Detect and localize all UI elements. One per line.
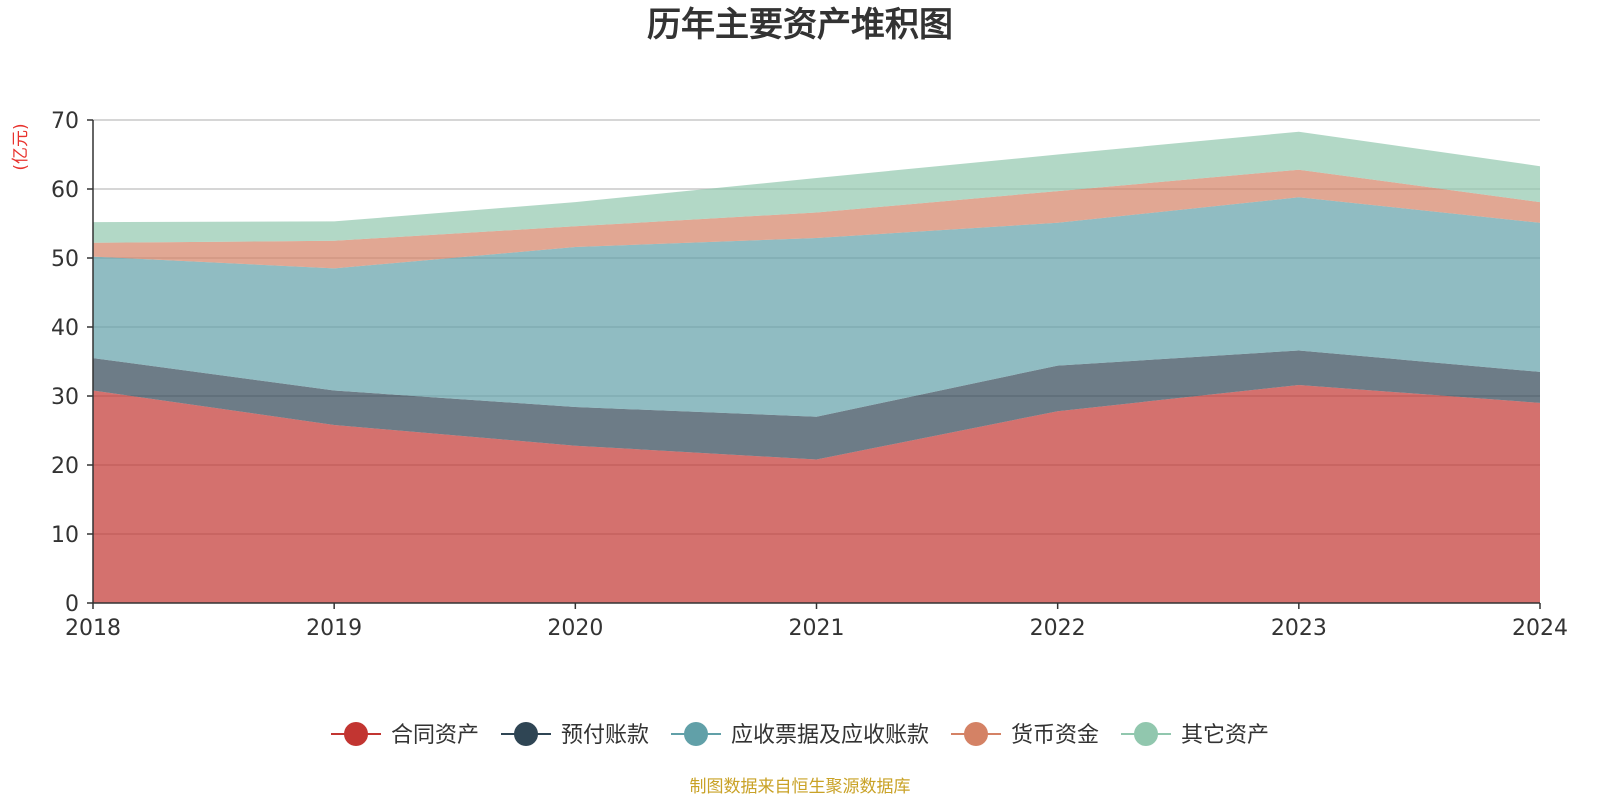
legend-marker-2 — [684, 722, 708, 746]
y-unit-label: (亿元) — [11, 123, 31, 170]
area-series-2 — [93, 197, 1540, 417]
legend-label-2: 应收票据及应收账款 — [731, 723, 929, 748]
y-tick-label-70: 70 — [51, 109, 79, 134]
area-series-3 — [93, 169, 1540, 269]
y-tick-label-50: 50 — [51, 247, 79, 272]
x-tick-label-2020: 2020 — [547, 616, 603, 641]
x-tick-label-2018: 2018 — [65, 616, 121, 641]
legend-item-1: 预付账款 — [501, 722, 649, 748]
area-series-1 — [93, 350, 1540, 460]
legend-label-1: 预付账款 — [561, 723, 649, 748]
legend-item-3: 货币资金 — [951, 722, 1099, 748]
legend-marker-0 — [344, 722, 368, 746]
legend: 合同资产 预付账款 应收票据及应收账款 货币资金 其它资产 — [331, 722, 1269, 748]
axes: 0 10 20 30 40 50 60 70 2018 2019 2020 2021 2022 2023 2… — [51, 109, 1568, 641]
legend-marker-1 — [514, 722, 538, 746]
legend-label-3: 货币资金 — [1011, 723, 1099, 748]
x-tick-label-2019: 2019 — [306, 616, 362, 641]
y-tick-label-0: 0 — [65, 592, 79, 617]
area-series-0 — [93, 385, 1540, 603]
legend-item-2: 应收票据及应收账款 — [671, 722, 929, 748]
y-tick-label-40: 40 — [51, 316, 79, 341]
legend-marker-4 — [1134, 722, 1158, 746]
x-tick-label-2022: 2022 — [1030, 616, 1086, 641]
legend-marker-3 — [964, 722, 988, 746]
legend-item-4: 其它资产 — [1121, 722, 1269, 748]
legend-label-4: 其它资产 — [1181, 723, 1269, 748]
y-tick-label-20: 20 — [51, 454, 79, 479]
source-note: 制图数据来自恒生聚源数据库 — [690, 777, 911, 797]
legend-item-0: 合同资产 — [331, 722, 479, 748]
chart-title: 历年主要资产堆积图 — [647, 5, 953, 45]
x-tick-label-2024: 2024 — [1512, 616, 1568, 641]
area-series — [93, 131, 1540, 603]
legend-label-0: 合同资产 — [391, 723, 479, 748]
area-series-4 — [93, 131, 1540, 243]
y-tick-label-30: 30 — [51, 385, 79, 410]
x-tick-label-2021: 2021 — [789, 616, 845, 641]
y-tick-label-60: 60 — [51, 178, 79, 203]
y-tick-label-10: 10 — [51, 523, 79, 548]
x-tick-label-2023: 2023 — [1271, 616, 1327, 641]
